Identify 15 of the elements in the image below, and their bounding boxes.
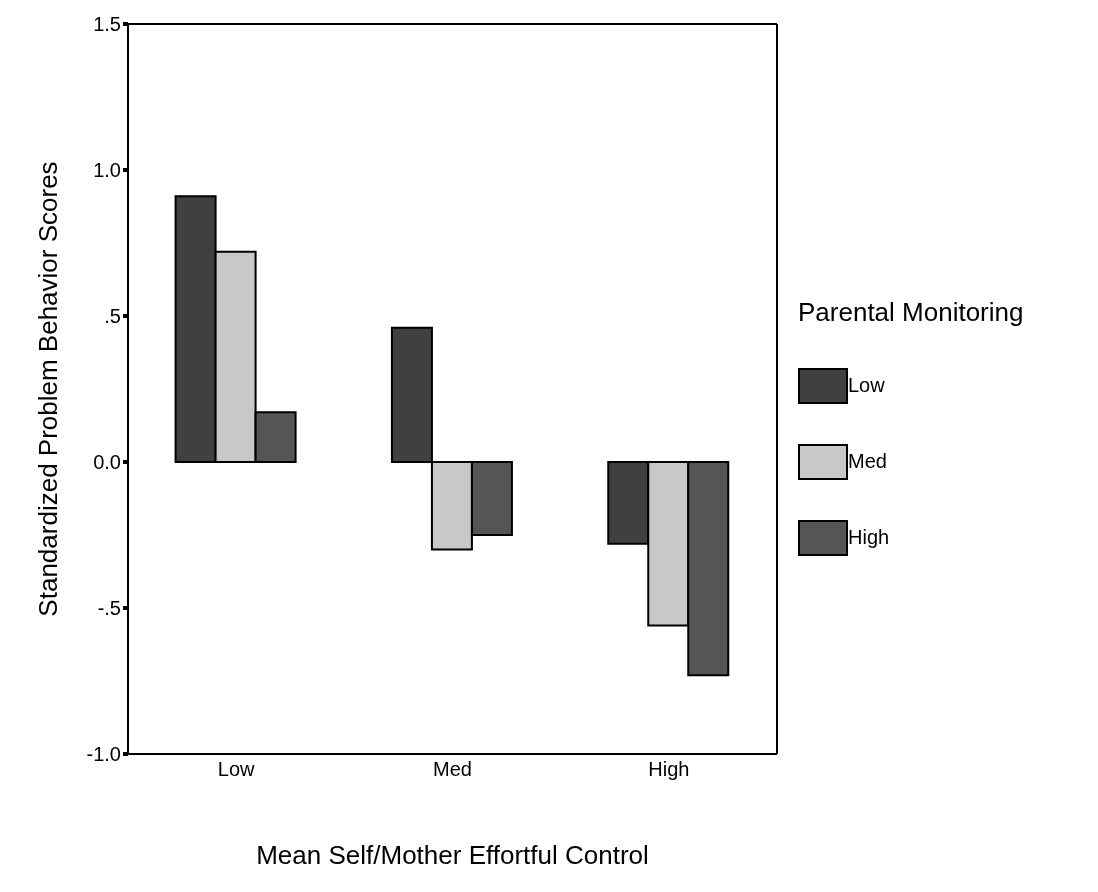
legend-title: Parental Monitoring — [798, 296, 1025, 328]
legend-label: Med — [848, 450, 887, 473]
x-tick-label: Med — [433, 758, 472, 781]
x-tick-label: Low — [217, 758, 256, 781]
x-axis-title: Mean Self/Mother Effortful Control — [256, 840, 649, 870]
y-tick-label: 1.5 — [93, 13, 121, 36]
y-tick-label: -1.0 — [86, 743, 121, 766]
legend-label: High — [848, 526, 890, 549]
y-tick-label: 1.0 — [93, 159, 121, 182]
y-tick-label: -.5 — [97, 597, 121, 620]
y-axis-title: Standardized Problem Behavior Scores — [33, 161, 64, 617]
legend-label: Low — [848, 374, 885, 397]
x-tick-label: High — [648, 758, 690, 781]
y-tick-label: 0.0 — [93, 451, 121, 474]
y-tick-label: .5 — [104, 305, 121, 328]
